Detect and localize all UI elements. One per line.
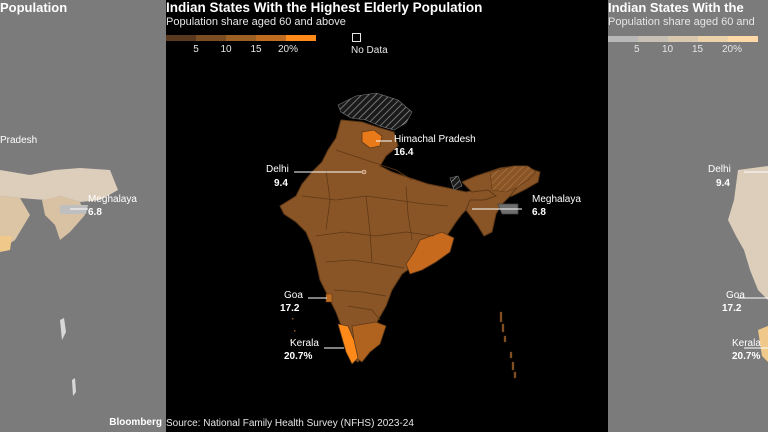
left-label-fragment: Pradesh: [0, 135, 37, 146]
legend-swatch-3: [226, 35, 256, 41]
left-brand-logo: Bloomberg: [109, 417, 162, 428]
no-data-region-sikkim: [450, 176, 462, 190]
right-kerala-value: 20.7%: [732, 351, 760, 362]
left-meghalaya-value: 6.8: [88, 207, 102, 218]
andaman-nicobar-islands: [500, 312, 516, 378]
right-side-map: [608, 0, 768, 432]
no-data-label: No Data: [351, 45, 388, 56]
source-note: Source: National Family Health Survey (N…: [166, 418, 414, 429]
legend-tick: 20%: [278, 44, 298, 55]
callout-goa-name: Goa: [284, 290, 303, 301]
callout-himachal-value: 16.4: [394, 147, 413, 158]
right-legend-tick: 20%: [722, 44, 742, 55]
callout-meghalaya-value: 6.8: [532, 207, 546, 218]
legend-swatch-5: [286, 35, 316, 41]
left-meghalaya-name: Meghalaya: [88, 194, 137, 205]
right-legend-tick: 10: [662, 44, 673, 55]
left-side-map: [0, 0, 166, 432]
left-title-fragment: Population: [0, 0, 67, 15]
right-goa-value: 17.2: [722, 303, 741, 314]
legend-swatch-1: [166, 35, 196, 41]
callout-kerala-value: 20.7%: [284, 351, 312, 362]
callout-kerala-name: Kerala: [290, 338, 319, 349]
right-side-panel: Indian States With the Population share …: [608, 0, 768, 432]
callout-delhi-name: Delhi: [266, 164, 289, 175]
right-delhi-value: 9.4: [716, 178, 730, 189]
color-legend: [166, 35, 316, 41]
legend-swatch-2: [196, 35, 226, 41]
right-legend-tick: 5: [634, 44, 640, 55]
left-side-panel: Population Pradesh Meghalaya 6.8 Bloombe…: [0, 0, 166, 432]
chart-subtitle: Population share aged 60 and above: [166, 16, 346, 28]
legend-tick: 5: [193, 44, 199, 55]
legend-ticks: 5 10 15 20%: [166, 44, 326, 58]
callout-goa-value: 17.2: [280, 303, 299, 314]
callout-himachal-name: Himachal Pradesh: [394, 134, 476, 145]
callout-meghalaya-name: Meghalaya: [532, 194, 581, 205]
right-legend-tick: 15: [692, 44, 703, 55]
chart-title: Indian States With the Highest Elderly P…: [166, 0, 482, 15]
legend-swatch-4: [256, 35, 286, 41]
right-goa-name: Goa: [726, 290, 745, 301]
right-title-fragment: Indian States With the: [608, 0, 744, 15]
legend-tick: 15: [250, 44, 261, 55]
delhi-marker: [362, 170, 366, 174]
legend-tick: 10: [220, 44, 231, 55]
right-subtitle-fragment: Population share aged 60 and: [608, 16, 755, 28]
right-kerala-name: Kerala: [732, 338, 761, 349]
main-chart-panel: Indian States With the Highest Elderly P…: [166, 0, 608, 432]
callout-delhi-value: 9.4: [274, 178, 288, 189]
right-delhi-name: Delhi: [708, 164, 731, 175]
no-data-swatch: [352, 33, 361, 42]
